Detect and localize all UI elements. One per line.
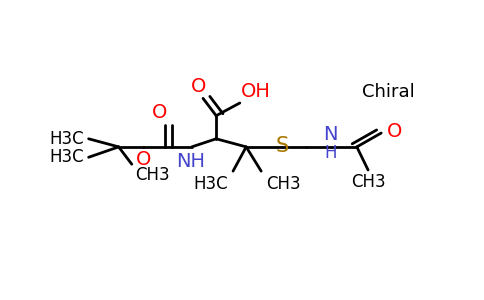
Text: O: O	[152, 103, 167, 122]
Text: S: S	[275, 136, 288, 156]
Text: H: H	[324, 144, 337, 162]
Text: CH3: CH3	[266, 175, 301, 193]
Text: OH: OH	[242, 82, 271, 101]
Text: N: N	[323, 125, 338, 144]
Text: CH3: CH3	[136, 166, 170, 184]
Text: O: O	[136, 150, 151, 169]
Text: H3C: H3C	[193, 175, 228, 193]
Text: Chiral: Chiral	[363, 83, 415, 101]
Text: O: O	[387, 122, 402, 141]
Text: O: O	[191, 77, 206, 96]
Text: H3C: H3C	[49, 148, 84, 166]
Text: CH3: CH3	[351, 173, 385, 191]
Text: NH: NH	[176, 152, 205, 171]
Text: H3C: H3C	[49, 130, 84, 148]
